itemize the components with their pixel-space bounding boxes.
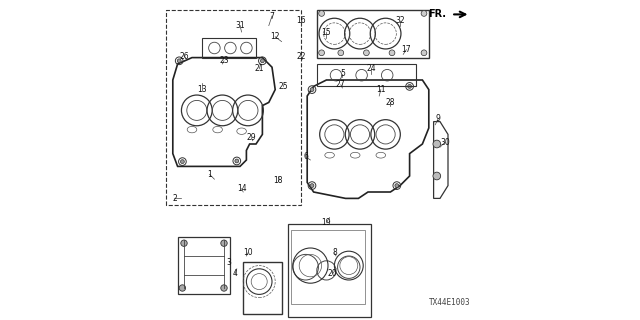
Text: 12: 12 [271, 32, 280, 41]
Text: 22: 22 [296, 52, 305, 60]
Circle shape [389, 50, 395, 56]
Circle shape [221, 240, 227, 246]
Circle shape [395, 184, 399, 188]
Text: FR.: FR. [428, 9, 445, 20]
Text: 30: 30 [440, 138, 450, 147]
Text: 3: 3 [227, 258, 231, 267]
Text: 24: 24 [366, 64, 376, 73]
Circle shape [221, 285, 227, 291]
Text: 29: 29 [246, 133, 256, 142]
Text: 27: 27 [336, 80, 346, 89]
Text: 23: 23 [219, 56, 229, 65]
Text: 17: 17 [401, 45, 412, 54]
Text: 16: 16 [296, 16, 306, 25]
Circle shape [408, 84, 412, 88]
Text: 2: 2 [172, 194, 177, 203]
Circle shape [260, 59, 264, 63]
Text: TX44E1003: TX44E1003 [429, 298, 470, 307]
Text: 20: 20 [328, 269, 338, 278]
Circle shape [421, 50, 427, 56]
Text: 19: 19 [321, 218, 332, 227]
Text: 5: 5 [340, 69, 345, 78]
Text: 26: 26 [179, 52, 189, 60]
Text: 14: 14 [237, 184, 246, 193]
Text: 13: 13 [196, 85, 207, 94]
Circle shape [181, 240, 187, 246]
Text: 18: 18 [274, 176, 283, 185]
Text: 1: 1 [207, 170, 212, 179]
Text: 10: 10 [243, 248, 253, 257]
Text: 28: 28 [386, 98, 395, 107]
Circle shape [421, 11, 427, 16]
Text: 25: 25 [278, 82, 288, 91]
Circle shape [364, 50, 369, 56]
Circle shape [177, 59, 181, 63]
Circle shape [433, 140, 440, 148]
Circle shape [319, 50, 324, 56]
Circle shape [179, 285, 186, 291]
Circle shape [433, 172, 440, 180]
Text: 4: 4 [233, 269, 237, 278]
Circle shape [310, 88, 314, 92]
Text: 15: 15 [321, 28, 332, 36]
Circle shape [338, 50, 344, 56]
Text: 32: 32 [395, 16, 405, 25]
Text: 8: 8 [332, 248, 337, 257]
Text: 31: 31 [235, 21, 245, 30]
Circle shape [235, 159, 239, 163]
Circle shape [180, 160, 184, 164]
Text: 7: 7 [269, 12, 275, 20]
Text: 9: 9 [436, 114, 441, 123]
Text: 6: 6 [303, 152, 308, 161]
Text: 11: 11 [376, 85, 385, 94]
Text: 21: 21 [255, 64, 264, 73]
Circle shape [319, 11, 324, 16]
Circle shape [310, 184, 314, 188]
